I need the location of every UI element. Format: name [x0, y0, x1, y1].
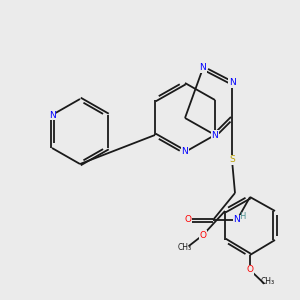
Text: N: N	[49, 110, 56, 119]
Text: N: N	[212, 130, 218, 140]
Text: CH₃: CH₃	[178, 244, 192, 253]
Text: CH₃: CH₃	[261, 278, 275, 286]
Text: N: N	[212, 130, 218, 140]
Text: O: O	[200, 230, 206, 239]
Text: O: O	[184, 215, 191, 224]
Text: O: O	[247, 266, 254, 274]
Text: N: N	[229, 79, 236, 88]
Text: H: H	[239, 212, 246, 221]
Text: N: N	[182, 148, 188, 157]
Text: N: N	[200, 64, 206, 73]
Text: N: N	[234, 215, 240, 224]
Text: S: S	[229, 155, 235, 164]
